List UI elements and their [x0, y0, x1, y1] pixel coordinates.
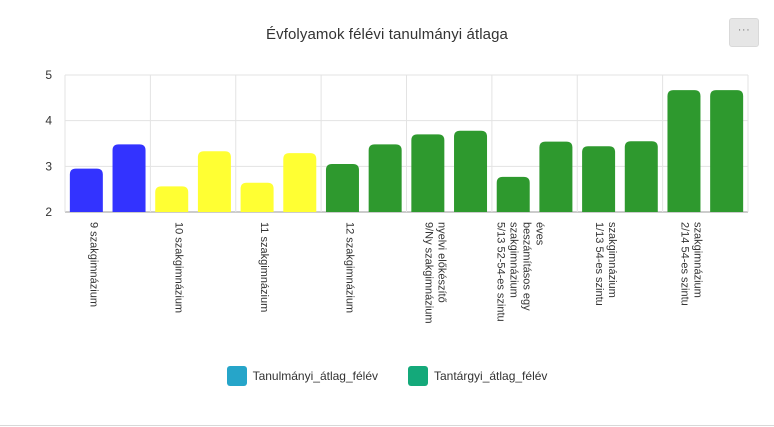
bar[interactable]: [325, 164, 359, 212]
y-tick-label: 5: [45, 68, 52, 82]
x-tick-label-line: 2/14 54-es szintu: [678, 222, 690, 306]
bar[interactable]: [582, 146, 616, 212]
y-tick-label: 3: [45, 159, 52, 173]
y-tick-label: 2: [45, 205, 52, 219]
x-tick-label-line: 9/Ny szakgimnázium: [422, 222, 434, 323]
bar[interactable]: [710, 90, 744, 212]
x-tick-label-line: szakgimnázium: [691, 222, 703, 298]
bar[interactable]: [624, 141, 658, 212]
legend-item-tanulmanyi[interactable]: Tanulmányi_átlag_félév: [226, 366, 378, 386]
x-tick-label-line: szakgimnázium: [606, 222, 618, 298]
x-tick-label-line: 1/13 54-es szintu: [593, 222, 605, 306]
x-tick-label-line: szakgimnázium: [508, 222, 520, 298]
chart-menu-button[interactable]: ···: [729, 18, 759, 47]
bar-chart: 2 3 4 5 9 szakgimnázium 10 szakgimnázium 11 sz…: [45, 68, 749, 323]
bar[interactable]: [496, 176, 530, 212]
x-tick-label-line: éves: [534, 222, 546, 246]
y-tick-label: 4: [45, 114, 52, 128]
bar[interactable]: [454, 130, 488, 212]
x-tick-label-line: nyelvi előkészítő: [435, 222, 447, 303]
bar[interactable]: [539, 141, 573, 212]
x-tick-label: 5/13 52-54-es szintuszakgimnáziumbeszámí…: [495, 222, 546, 322]
x-tick-label-line: beszámításos egy: [521, 222, 533, 311]
bar[interactable]: [112, 144, 146, 212]
bar[interactable]: [240, 182, 274, 212]
chart-legend: Tanulmányi_átlag_félév Tantárgyi_átlag_f…: [0, 366, 774, 386]
more-horizontal-icon: ···: [737, 24, 751, 36]
x-tick-label: 2/14 54-es szintuszakgimnázium: [678, 222, 703, 306]
x-tick-label-line: 10 szakgimnázium: [173, 222, 185, 313]
bar[interactable]: [667, 90, 701, 212]
x-tick-label: 9/Ny szakgimnáziumnyelvi előkészítő: [422, 222, 447, 323]
bar[interactable]: [368, 144, 402, 212]
legend-swatch: [408, 366, 428, 386]
x-tick-label-line: 5/13 52-54-es szintu: [495, 222, 507, 322]
bar[interactable]: [283, 153, 317, 212]
legend-label: Tantárgyi_átlag_félév: [434, 369, 548, 383]
bar[interactable]: [69, 168, 103, 212]
x-tick-label: 11 szakgimnázium: [258, 222, 270, 312]
bar[interactable]: [411, 134, 445, 212]
legend-item-tantargyi[interactable]: Tantárgyi_átlag_félév: [408, 366, 547, 386]
x-tick-label: 1/13 54-es szintuszakgimnázium: [593, 222, 618, 306]
x-tick-label-line: 9 szakgimnázium: [87, 222, 99, 307]
bar[interactable]: [155, 186, 189, 212]
x-tick-label-line: 11 szakgimnázium: [258, 222, 270, 312]
chart-title: Évfolyamok félévi tanulmányi átlaga: [266, 26, 508, 43]
legend-swatch: [226, 366, 247, 386]
x-tick-label: 10 szakgimnázium: [173, 222, 185, 313]
bar[interactable]: [197, 151, 231, 212]
legend-label: Tanulmányi_átlag_félév: [252, 369, 378, 383]
x-tick-label-line: 12 szakgimnázium: [343, 222, 355, 313]
x-tick-label: 12 szakgimnázium: [343, 222, 355, 313]
x-tick-label: 9 szakgimnázium: [87, 222, 99, 307]
